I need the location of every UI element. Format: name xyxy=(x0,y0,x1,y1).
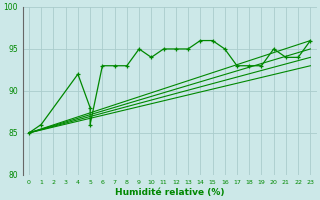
X-axis label: Humidité relative (%): Humidité relative (%) xyxy=(115,188,224,197)
